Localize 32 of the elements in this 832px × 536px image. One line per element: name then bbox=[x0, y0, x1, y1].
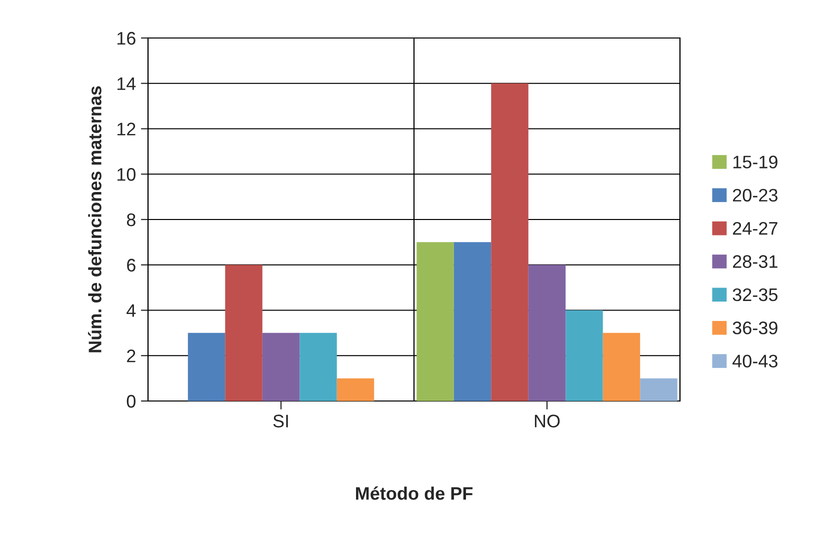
legend-label: 28-31 bbox=[732, 255, 778, 268]
legend-label: 40-43 bbox=[732, 354, 778, 368]
y-tick-label: 2 bbox=[127, 350, 136, 362]
bar bbox=[336, 378, 374, 401]
x-tick-label: NO bbox=[534, 414, 560, 428]
bar bbox=[225, 264, 262, 401]
y-axis-title: Núm. de defunciones maternas bbox=[88, 86, 102, 352]
legend-label: 24-27 bbox=[732, 222, 778, 235]
y-tick-label: 4 bbox=[126, 304, 136, 317]
legend-label: 20-23 bbox=[732, 188, 778, 202]
bar bbox=[640, 378, 678, 401]
y-tick-label: 16 bbox=[117, 32, 136, 45]
bar bbox=[566, 310, 603, 401]
bar bbox=[262, 332, 300, 401]
bar bbox=[188, 332, 226, 401]
x-tick-label: SI bbox=[273, 414, 288, 428]
y-tick-label: 10 bbox=[117, 168, 136, 181]
y-tick-label: 14 bbox=[117, 77, 136, 90]
legend-label: 15-19 bbox=[733, 156, 778, 168]
y-tick-label: 12 bbox=[117, 122, 136, 136]
y-tick-label: 0 bbox=[126, 394, 136, 408]
bar bbox=[454, 242, 492, 401]
x-axis-title: Método de PF bbox=[356, 486, 473, 500]
bar bbox=[491, 83, 528, 401]
y-tick-label: 6 bbox=[127, 258, 136, 272]
bar bbox=[300, 332, 337, 401]
legend-label: 32-35 bbox=[732, 288, 778, 302]
bar bbox=[528, 264, 566, 401]
bar bbox=[602, 332, 640, 401]
legend-label: 36-39 bbox=[732, 322, 778, 334]
y-tick-label: 8 bbox=[126, 213, 136, 226]
bar bbox=[416, 242, 454, 401]
